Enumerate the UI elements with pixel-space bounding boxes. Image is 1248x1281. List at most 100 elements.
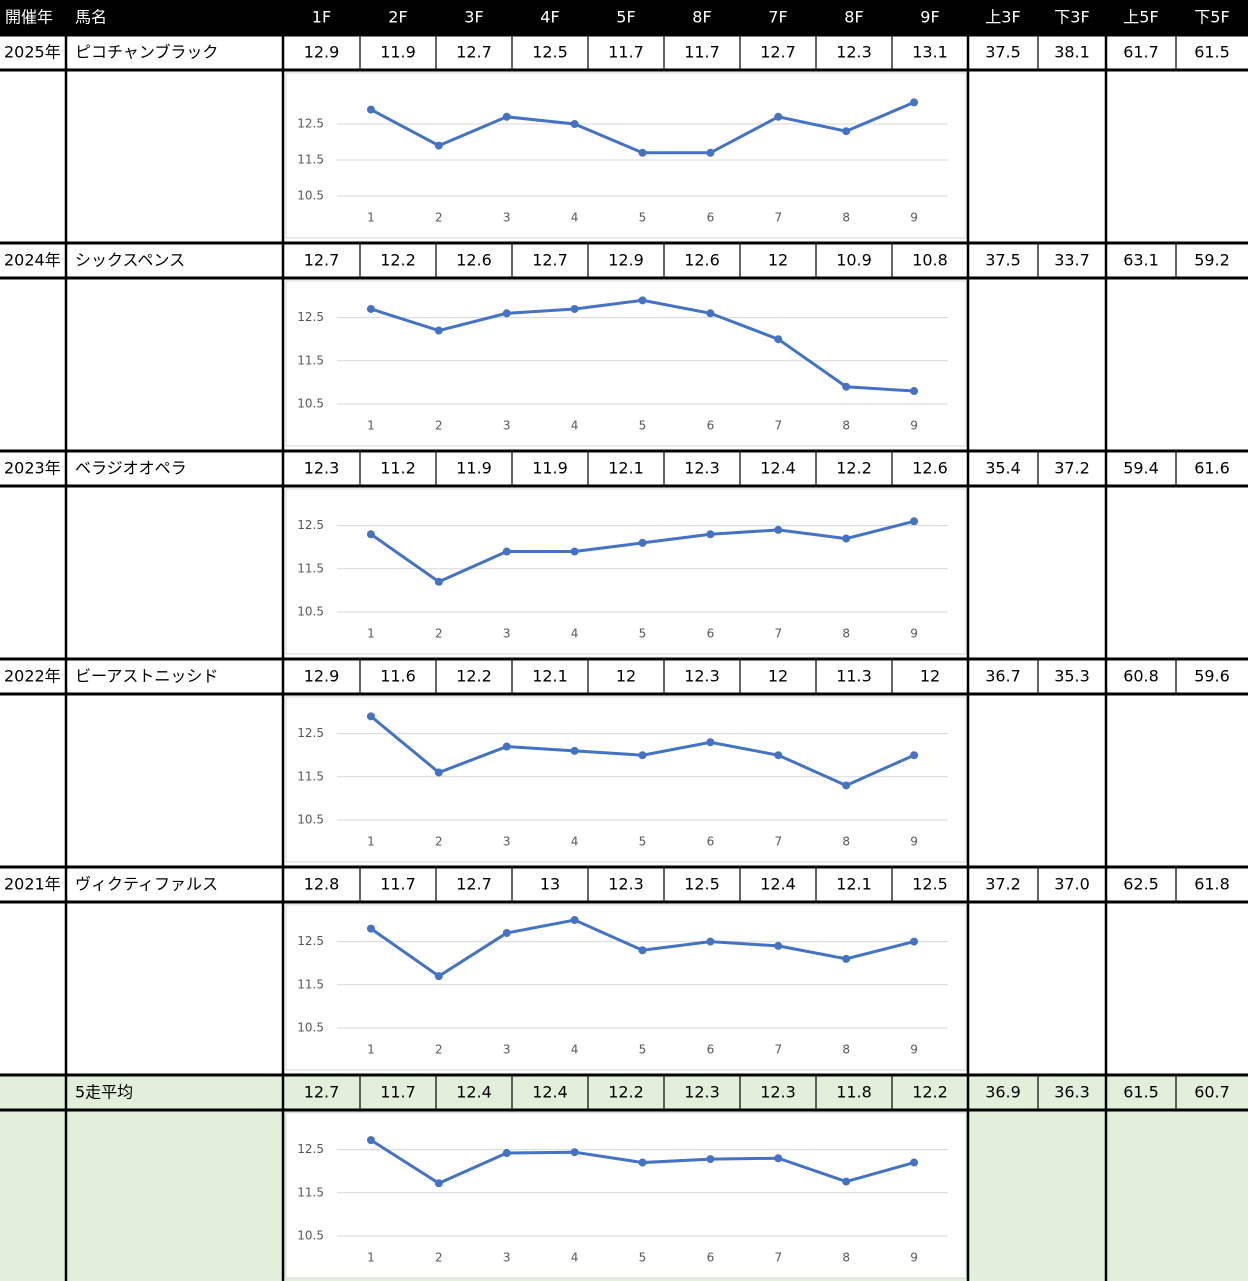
x-tick-label: 6 — [707, 835, 715, 849]
cell-value: 12.3 — [760, 1083, 796, 1102]
x-tick-label: 1 — [367, 835, 375, 849]
y-tick-label: 12.5 — [297, 934, 324, 948]
data-point — [842, 954, 851, 963]
data-point — [434, 577, 443, 586]
cell-value: 60.8 — [1123, 667, 1159, 686]
cell-value: 12.7 — [760, 43, 796, 62]
horse-name: ビーアストニッシド — [75, 667, 218, 686]
data-point — [638, 1158, 647, 1167]
chart: 10.5 11.5 12.5 1 2 3 4 5 6 7 8 9 — [285, 904, 967, 1071]
data-point — [842, 1177, 851, 1186]
cell-value: 11.9 — [380, 43, 416, 62]
data-point — [706, 738, 715, 747]
y-tick-label: 12.5 — [297, 518, 324, 532]
chart: 10.5 11.5 12.5 1 2 3 4 5 6 7 8 9 — [285, 696, 967, 863]
data-point — [366, 105, 375, 114]
data-point — [910, 937, 919, 946]
data-point — [570, 1148, 579, 1157]
x-tick-label: 8 — [842, 1043, 850, 1057]
cell-value: 59.4 — [1123, 459, 1159, 478]
cell-value: 35.3 — [1054, 667, 1090, 686]
y-tick-label: 10.5 — [297, 605, 324, 619]
data-point — [774, 335, 783, 344]
cell-value: 36.7 — [985, 667, 1021, 686]
year: 2023年 — [4, 459, 61, 478]
x-tick-label: 9 — [910, 1043, 918, 1057]
x-tick-label: 6 — [707, 627, 715, 641]
data-point — [842, 534, 851, 543]
x-tick-label: 7 — [774, 1043, 782, 1057]
cell-value: 12 — [616, 667, 636, 686]
x-tick-label: 1 — [367, 419, 375, 433]
data-point — [774, 941, 783, 950]
data-point — [842, 127, 851, 136]
x-tick-label: 2 — [435, 1043, 443, 1057]
horse-name: ベラジオオペラ — [75, 459, 187, 478]
cell-value: 11.7 — [380, 1083, 416, 1102]
data-point — [638, 751, 647, 760]
y-tick-label: 10.5 — [297, 189, 324, 203]
data-point — [570, 746, 579, 755]
cell-value: 38.1 — [1054, 43, 1090, 62]
data-point — [434, 326, 443, 335]
chart-area — [285, 488, 967, 655]
data-point — [774, 1154, 783, 1163]
cell-value: 60.7 — [1194, 1083, 1230, 1102]
cell-value: 12.3 — [304, 459, 340, 478]
cell-value: 12.4 — [532, 1083, 568, 1102]
cell-value: 12.1 — [532, 667, 568, 686]
data-point — [570, 120, 579, 128]
y-tick-label: 11.5 — [297, 353, 324, 367]
x-tick-label: 9 — [910, 627, 918, 641]
x-tick-label: 8 — [842, 1251, 850, 1265]
cell-value: 11.7 — [684, 43, 720, 62]
header-label: 9F — [920, 8, 939, 27]
x-tick-label: 7 — [774, 211, 782, 225]
cell-value: 12.8 — [304, 875, 340, 894]
x-tick-label: 2 — [435, 1251, 443, 1265]
data-point — [842, 382, 851, 391]
x-tick-label: 7 — [774, 1251, 782, 1265]
cell-value: 12 — [768, 667, 788, 686]
cell-value: 61.5 — [1194, 43, 1230, 62]
cell-value: 12.9 — [304, 667, 340, 686]
data-point — [910, 517, 919, 526]
x-tick-label: 2 — [435, 835, 443, 849]
data-point — [434, 141, 443, 150]
chart-area — [285, 72, 967, 239]
cell-value: 61.8 — [1194, 875, 1230, 894]
data-point — [502, 547, 511, 556]
x-tick-label: 3 — [503, 627, 511, 641]
data-point — [774, 751, 783, 760]
year: 2024年 — [4, 251, 61, 270]
x-tick-label: 5 — [639, 835, 647, 849]
y-tick-label: 10.5 — [297, 1021, 324, 1035]
cell-value: 12.3 — [608, 875, 644, 894]
header-label: 開催年 — [5, 8, 53, 27]
data-point — [774, 112, 783, 121]
cell-value: 11.7 — [608, 43, 644, 62]
header-label: 8F — [692, 8, 711, 27]
data-point — [910, 98, 919, 107]
horse-name: 5走平均 — [75, 1083, 133, 1102]
x-tick-label: 2 — [435, 627, 443, 641]
data-point — [910, 387, 919, 396]
data-point — [638, 538, 647, 547]
cell-value: 62.5 — [1123, 875, 1159, 894]
cell-value: 12.3 — [684, 1083, 720, 1102]
header-label: 7F — [768, 8, 787, 27]
y-tick-label: 11.5 — [297, 561, 324, 575]
cell-value: 37.2 — [985, 875, 1021, 894]
cell-value: 36.9 — [985, 1083, 1021, 1102]
year: 2021年 — [4, 875, 61, 894]
cell-value: 10.8 — [912, 251, 948, 270]
cell-value: 11.9 — [532, 459, 568, 478]
header-band — [0, 0, 1248, 35]
x-tick-label: 6 — [707, 1043, 715, 1057]
x-tick-label: 9 — [910, 1251, 918, 1265]
cell-value: 12 — [920, 667, 940, 686]
x-tick-label: 5 — [639, 1043, 647, 1057]
cell-value: 12.6 — [456, 251, 492, 270]
y-tick-label: 12.5 — [297, 1142, 324, 1156]
data-point — [706, 148, 715, 157]
